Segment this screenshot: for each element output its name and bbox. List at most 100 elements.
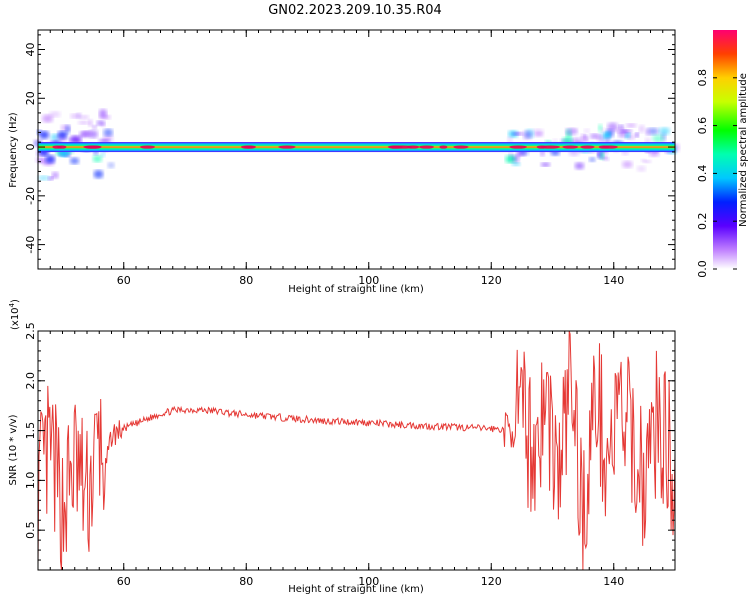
spectrogram-ridge-peak — [85, 145, 102, 149]
spectrogram-noise-blob — [638, 125, 645, 133]
snr-ytick-label: 2.0 — [24, 372, 37, 390]
spectrogram-noise-blob — [589, 133, 600, 139]
snr-multiplier: (x104) — [8, 299, 21, 330]
spectrogram-ridge-peak — [509, 145, 528, 149]
spectrogram-noise-blob — [636, 165, 646, 172]
spectrogram-noise-blob — [597, 150, 602, 157]
colorbar-gradient — [713, 30, 737, 269]
spectrogram-noise-blob — [98, 139, 110, 143]
spectrogram-ridge-peak — [406, 145, 420, 149]
spectrogram-noise-blob — [92, 155, 103, 163]
spectrogram-ridge-peak — [580, 145, 595, 149]
spectrogram-ytick-label: 20 — [24, 91, 37, 105]
snr-ytick-label: 2.5 — [24, 322, 37, 340]
chart-title: GN02.2023.209.10.35.R04 — [268, 3, 442, 18]
spectrogram-noise-blob — [565, 128, 578, 136]
spectrogram-noise-blob — [622, 160, 633, 168]
spectrogram-noise-blob — [69, 157, 80, 165]
spectrogram-noise-blob — [604, 131, 611, 139]
spectrogram-xlabel: Height of straight line (km) — [288, 284, 424, 295]
spectrogram-noise-blob — [640, 158, 647, 162]
snr-ylabel: SNR (10 * v/v) — [8, 414, 19, 485]
spectrogram-noise-blob — [507, 137, 513, 144]
spectrogram-noise-blob — [92, 125, 97, 129]
snr-ytick-label: 0.5 — [24, 521, 37, 539]
spectrogram-noise-blob — [65, 125, 71, 134]
spectrogram-panel: 60 80 100 120 140 -40 -20 0 20 40 Height of strai… — [8, 29, 680, 295]
spectrogram-noise-blob — [602, 156, 610, 161]
snr-xtick-label: 120 — [481, 575, 502, 588]
spectrogram-core-blob — [57, 130, 68, 139]
spectrogram-ytick-label: 0 — [24, 144, 37, 151]
spectrogram-noise-blob — [79, 131, 91, 138]
spectrogram-ridge-peak — [139, 145, 156, 149]
spectrogram-noise-blob — [645, 128, 651, 136]
spectrogram-ridge-peak — [598, 145, 610, 149]
spectrogram-noise-blob — [511, 162, 521, 167]
spectrogram-noise-blob — [589, 157, 596, 162]
spectrogram-ticks: 60 80 100 120 140 -40 -20 0 20 40 — [24, 30, 676, 287]
spectrogram-noise-blob — [49, 111, 61, 118]
spectrogram-noise-blob — [96, 120, 106, 126]
spectrogram-noise-blob — [580, 137, 589, 143]
spectrogram-noise-blob — [99, 109, 107, 118]
colorbar-tick-label: 0.8 — [696, 69, 709, 87]
spectrogram-ridge-peak — [278, 145, 296, 149]
spectrogram-ridge-peak — [453, 145, 469, 149]
spectrogram-noise-blob — [523, 130, 532, 140]
spectrogram-noise-blob — [600, 127, 606, 134]
spectrogram-xtick-label: 80 — [239, 274, 253, 287]
spectrogram-xtick-label: 60 — [117, 274, 131, 287]
colorbar-label: Normalized spectral amplitude — [738, 73, 749, 227]
spectrogram-noise-blob — [605, 137, 610, 144]
spectrogram-noise-blob — [79, 115, 90, 120]
colorbar-tick-label: 0.6 — [696, 117, 709, 135]
spectrogram-ridge-peak — [52, 145, 62, 149]
colorbar-ticks: 0.0 0.2 0.4 0.6 0.8 — [696, 69, 737, 278]
snr-xtick-label: 60 — [117, 575, 131, 588]
spectrogram-ytick-label: -40 — [24, 236, 37, 254]
spectrogram-noise-blob — [625, 123, 637, 128]
spectrogram-core-blob — [39, 130, 50, 139]
spectrogram-noise-blob — [76, 112, 82, 119]
snr-panel: 60 80 100 120 140 0.5 1.0 1.5 2.0 2.5 Height of s… — [8, 299, 676, 595]
spectrogram-noise-blob — [583, 128, 590, 133]
spectrogram-noise-blob — [37, 175, 50, 181]
snr-ytick-label: 1.5 — [24, 422, 37, 440]
spectrogram-noise-blob — [540, 162, 551, 167]
spectrogram-noise-blob — [535, 131, 543, 136]
snr-xtick-label: 80 — [239, 575, 253, 588]
spectrogram-ridge-peak — [243, 145, 257, 149]
spectrogram-ridge — [38, 142, 675, 153]
colorbar-tick-label: 0.4 — [696, 165, 709, 183]
spectrogram-noise-blob — [51, 171, 59, 179]
colorbar-tick-label: 0.2 — [696, 212, 709, 230]
spectrogram-noise-blob — [48, 176, 54, 181]
spectrogram-noise-blob — [607, 122, 618, 132]
spectrogram-noise-blob — [103, 128, 114, 137]
spectrogram-core-blob — [45, 155, 56, 164]
spectrogram-ridge-peak — [389, 145, 401, 149]
spectrogram-noise-blob — [107, 162, 115, 168]
snr-ticks: 60 80 100 120 140 0.5 1.0 1.5 2.0 2.5 — [24, 322, 676, 588]
spectrogram-noise-blob — [652, 134, 664, 143]
snr-xtick-label: 140 — [603, 575, 624, 588]
spectrogram-ridge-peak — [562, 145, 579, 149]
spectrogram-xtick-label: 140 — [603, 274, 624, 287]
snr-xlabel: Height of straight line (km) — [288, 584, 424, 595]
spectrogram-ytick-label: 40 — [24, 43, 37, 57]
spectrogram-ridge-peaks — [52, 145, 618, 149]
spectrogram-noise-blob — [621, 129, 632, 133]
spectrogram-xtick-label: 100 — [358, 274, 379, 287]
spectrogram-noise-blob — [69, 135, 82, 144]
colorbar: 0.0 0.2 0.4 0.6 0.8 Normalized spectral ampl… — [696, 30, 749, 278]
spectrogram-xtick-label: 120 — [481, 274, 502, 287]
snr-series-line — [37, 330, 676, 571]
spectrogram-noise-blob — [628, 133, 635, 140]
spectrogram-noise-blob — [77, 120, 90, 125]
spectrogram-noise-blob — [88, 119, 93, 127]
snr-ytick-label: 1.0 — [24, 472, 37, 490]
spectrogram-noise-blob — [574, 162, 585, 170]
spectrogram-noise-blob — [515, 151, 521, 158]
